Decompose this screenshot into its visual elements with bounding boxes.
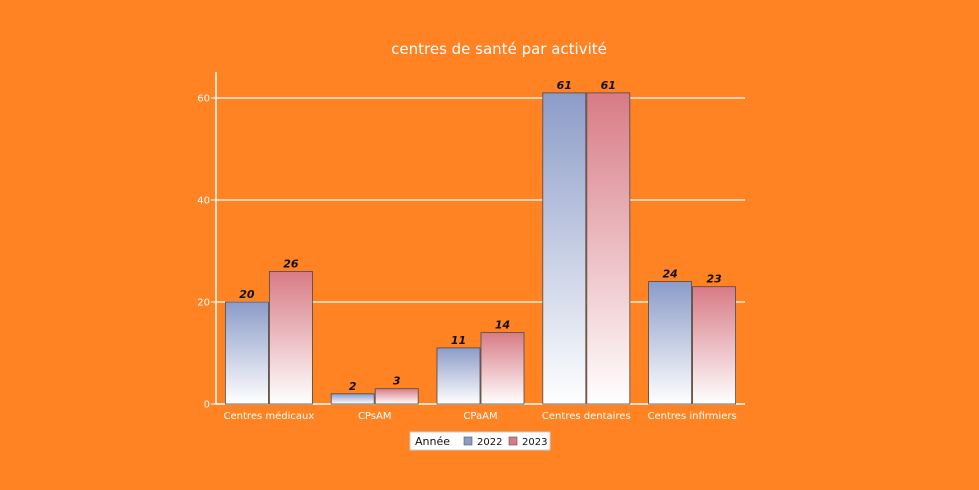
bar-2023-3 [586, 92, 631, 405]
legend-entry-2022: 2022 [477, 437, 502, 448]
data-label: 20 [239, 288, 255, 301]
data-label: 2 [349, 380, 357, 393]
data-label: 11 [451, 334, 466, 347]
y-tick-label: 0 [204, 400, 210, 411]
bar-2023-0 [268, 270, 313, 405]
category-label: Centres infirmiers [648, 411, 737, 422]
bar-2022-4 [648, 281, 692, 405]
legend-box [409, 431, 551, 451]
y-tick-label: 20 [197, 298, 210, 309]
bar-2022-2 [436, 347, 481, 405]
legend-entry-2023: 2023 [522, 437, 547, 448]
category-label: CPsAM [358, 411, 392, 422]
chart-title: centres de santé par activité [391, 40, 607, 58]
legend: Année 2022 2023 [409, 431, 551, 451]
y-tick-label: 40 [197, 196, 210, 207]
bars [224, 92, 736, 405]
legend-swatch-2023 [508, 436, 518, 446]
data-label: 14 [495, 319, 510, 332]
data-label: 61 [557, 79, 572, 92]
data-label: 61 [601, 79, 616, 92]
data-label: 23 [706, 273, 722, 286]
bar-2023-2 [480, 332, 525, 405]
legend-swatch-2022 [463, 436, 473, 446]
bar-2023-1 [374, 388, 419, 405]
legend-title: Année [415, 435, 450, 448]
category-label: Centres dentaires [542, 411, 631, 422]
data-label: 24 [662, 268, 677, 281]
bar-2022-0 [224, 301, 269, 405]
data-label: 26 [283, 257, 299, 270]
bar-2022-3 [542, 92, 587, 405]
data-label: 3 [393, 375, 401, 388]
y-tick-label: 60 [197, 94, 210, 105]
bar-2023-4 [692, 286, 736, 405]
category-label: CPaAM [463, 411, 497, 422]
category-label: Centres médicaux [224, 410, 315, 422]
bar-2022-1 [330, 393, 375, 405]
